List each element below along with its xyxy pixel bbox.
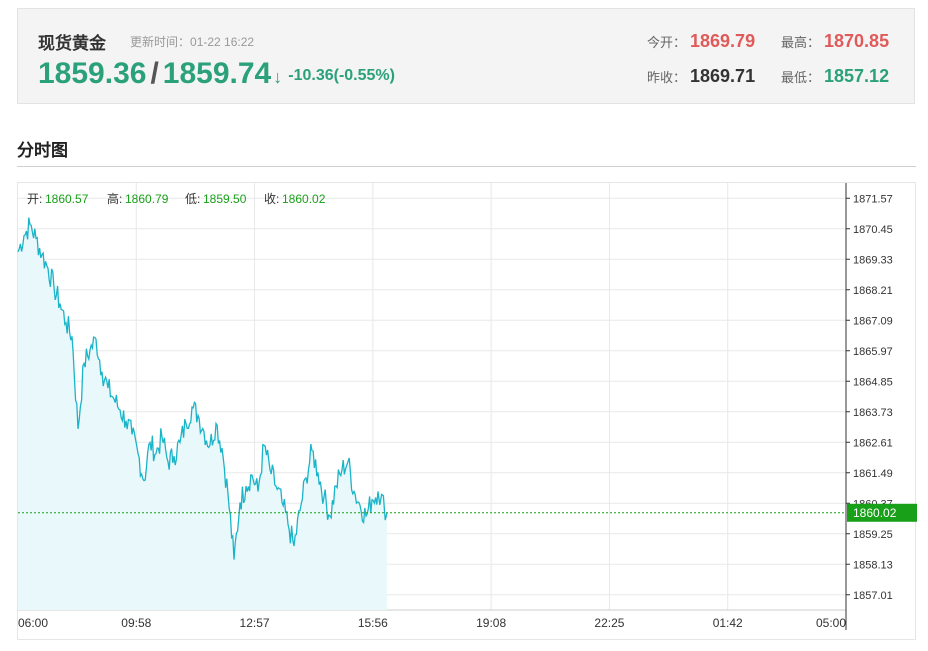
y-tick-label: 1859.25 <box>853 529 893 541</box>
y-tick-label: 1857.01 <box>853 590 893 602</box>
high-value: 1870.85 <box>824 31 890 51</box>
x-tick-label: 12:57 <box>240 616 270 630</box>
price-change: -10.36(-0.55%) <box>288 67 395 84</box>
x-tick-label: 19:08 <box>476 616 506 630</box>
ohlc-low-label: 低: <box>185 192 200 206</box>
current-price-tag: 1860.02 <box>847 503 917 522</box>
intraday-chart-frame[interactable] <box>17 182 916 640</box>
ohlc-open-value: 1860.57 <box>45 192 89 206</box>
prev-close-value: 1869.71 <box>690 66 756 86</box>
prev-close-stat: 昨收： 1869.71 <box>647 66 755 87</box>
quote-panel: 现货黄金 更新时间：01-22 16:22 1859.36/1859.74 ↓ -1… <box>17 8 915 104</box>
open-stat: 今开： 1869.79 <box>647 31 755 52</box>
prev-close-label: 昨收： <box>647 70 687 85</box>
high-stat: 最高： 1870.85 <box>781 31 889 52</box>
ask-price: 1859.74 <box>162 57 272 90</box>
x-tick-label: 01:42 <box>713 616 743 630</box>
update-time-value: 01-22 16:22 <box>190 35 255 49</box>
y-axis-ticks: 1871.57 1870.45 1869.33 1868.21 1867.09 1865.… <box>846 193 893 602</box>
low-stat: 最低： 1857.12 <box>781 66 889 87</box>
y-tick-label: 1861.49 <box>853 468 893 480</box>
y-tick-label: 1862.61 <box>853 437 893 449</box>
ohlc-high-label: 高: <box>107 191 122 206</box>
y-tick-label: 1865.97 <box>853 346 893 358</box>
x-tick-label: 22:25 <box>594 616 624 630</box>
instrument-name: 现货黄金 <box>38 34 106 53</box>
low-label: 最低： <box>781 70 821 85</box>
open-label: 今开： <box>647 35 687 50</box>
y-tick-label: 1867.09 <box>853 315 893 327</box>
section-divider <box>17 166 916 167</box>
price-area <box>18 217 387 610</box>
y-tick-label: 1858.13 <box>853 559 893 571</box>
ohlc-high-value: 1860.79 <box>125 192 169 206</box>
x-tick-label: 15:56 <box>358 616 388 630</box>
y-tick-label: 1871.57 <box>853 193 893 205</box>
y-tick-label: 1863.73 <box>853 407 893 419</box>
price-separator: / <box>150 57 159 90</box>
current-price-tag-label: 1860.02 <box>853 506 897 520</box>
bid-price: 1859.36 <box>38 57 147 90</box>
price-line: 1859.36/1859.74 ↓ -10.36(-0.55%) <box>38 57 395 91</box>
price-series-line <box>17 217 388 560</box>
ohlc-readout: 开: 1860.57 高: 1860.79 低: 1859.50 收: 1860… <box>27 191 326 206</box>
x-tick-label: 06:00 <box>18 616 48 630</box>
x-axis-ticks: 06:00 09:58 12:57 15:56 19:08 22:25 01:42 05:00 <box>18 616 846 630</box>
ohlc-low-value: 1859.50 <box>203 192 247 206</box>
y-tick-label: 1870.45 <box>853 224 893 236</box>
update-time-label: 更新时间： <box>130 35 191 49</box>
ohlc-open-label: 开: <box>27 192 42 206</box>
ohlc-close-label: 收: <box>264 192 279 206</box>
section-title: 分时图 <box>17 141 68 160</box>
low-value: 1857.12 <box>824 66 890 86</box>
y-tick-label: 1869.33 <box>853 254 893 266</box>
y-tick-label: 1868.21 <box>853 285 893 297</box>
current-price-tag-bg <box>847 503 917 522</box>
high-label: 最高： <box>781 35 821 50</box>
x-tick-label: 09:58 <box>121 616 151 630</box>
open-value: 1869.79 <box>690 31 756 51</box>
update-time: 更新时间：01-22 16:22 <box>130 33 254 50</box>
down-arrow-icon: ↓ <box>273 67 283 87</box>
y-tick-label: 1864.85 <box>853 376 893 388</box>
x-tick-label: 05:00 <box>816 616 846 630</box>
ohlc-close-value: 1860.02 <box>282 192 326 206</box>
